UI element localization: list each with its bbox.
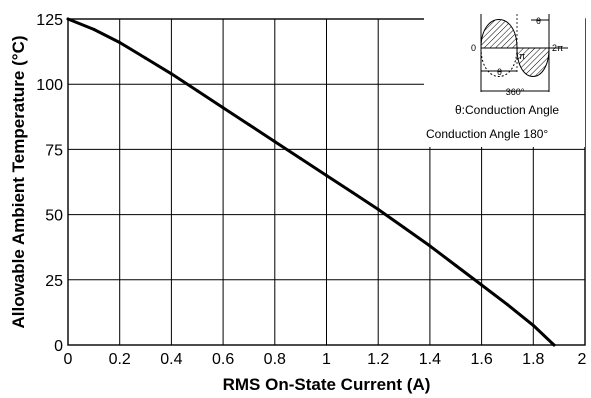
y-tick-label: 25 — [45, 273, 63, 290]
data-point — [325, 173, 328, 177]
data-point — [221, 106, 225, 110]
x-tick-label: 0.6 — [212, 351, 234, 368]
data-point — [552, 343, 556, 347]
x-tick-labels: 0 0.2 0.4 0.6 0.8 1 1.2 1.4 1.6 1.8 2 — [64, 351, 587, 368]
x-tick-label: 2 — [578, 351, 587, 368]
inset-two-pi-label: 2π — [552, 43, 563, 53]
data-point — [299, 157, 303, 161]
data-point — [92, 27, 96, 31]
y-tick-label: 50 — [45, 208, 63, 225]
x-axis-title: RMS On-State Current (A) — [223, 375, 431, 394]
data-point — [531, 323, 535, 327]
x-tick-label: 1.6 — [470, 351, 492, 368]
y-tick-label: 100 — [36, 77, 63, 94]
x-tick-label: 0.2 — [109, 351, 131, 368]
y-tick-labels: 0 25 50 75 100 125 — [36, 12, 63, 355]
x-tick-label: 0.8 — [264, 351, 286, 368]
y-axis-title: Allowable Ambient Temperature (°C) — [9, 35, 28, 328]
chart-caption: Conduction Angle 180° — [426, 127, 548, 141]
inset-degrees-label: 360° — [506, 87, 525, 97]
data-point — [454, 263, 458, 267]
data-point — [402, 226, 406, 230]
x-tick-label: 1.2 — [367, 351, 389, 368]
inset-pi-label: π — [519, 51, 525, 61]
dashed-sine — [480, 47, 518, 77]
inset-theta-top: θ — [536, 16, 541, 26]
data-point — [144, 56, 148, 60]
x-tick-label: 1.4 — [419, 351, 441, 368]
x-tick-label: 1 — [322, 351, 331, 368]
y-tick-label: 125 — [36, 12, 63, 29]
series-line — [66, 17, 556, 347]
data-points — [66, 17, 556, 347]
data-point — [428, 244, 432, 248]
conduction-angle-inset: 0 π 2π θ θ 360° θ:Conduction Angle Condu… — [424, 10, 585, 147]
negative-half-wave — [517, 48, 549, 77]
inset-conduction-note: θ:Conduction Angle — [455, 103, 559, 117]
data-point — [376, 207, 380, 211]
data-point — [66, 17, 70, 21]
data-point — [169, 72, 173, 76]
inset-theta-bottom: θ — [497, 67, 502, 77]
positive-half-wave — [481, 19, 517, 48]
data-point — [480, 283, 484, 287]
x-tick-label: 0 — [64, 351, 73, 368]
inset-zero-label: 0 — [471, 43, 476, 53]
data-point — [350, 190, 354, 194]
x-tick-label: 1.8 — [522, 351, 544, 368]
y-tick-label: 75 — [45, 142, 63, 159]
data-point — [195, 89, 199, 93]
plot-frame — [67, 18, 586, 346]
y-tick-label: 0 — [54, 338, 63, 355]
data-point — [505, 303, 509, 307]
data-point — [247, 123, 251, 127]
data-point — [273, 140, 277, 144]
data-point — [118, 40, 122, 44]
x-tick-label: 0.4 — [160, 351, 182, 368]
